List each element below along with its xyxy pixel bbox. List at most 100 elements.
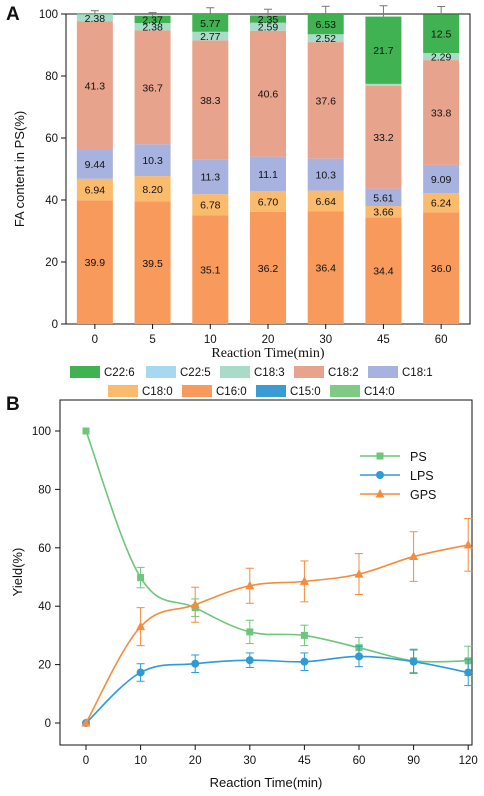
- legend-label: GPS: [410, 488, 436, 502]
- bar-segment: [192, 13, 229, 32]
- data-label: 12.5: [431, 29, 452, 41]
- legend-marker: [375, 489, 385, 498]
- bar-segment: [423, 193, 460, 213]
- data-label: 39.5: [142, 258, 163, 270]
- x-tick-label: 0: [83, 755, 89, 767]
- bar-segment: [76, 149, 113, 179]
- x-tick-label: 10: [204, 334, 217, 346]
- data-label: 2.37: [142, 14, 163, 26]
- data-label: 6.94: [85, 185, 106, 197]
- bar-segment: [365, 85, 402, 189]
- data-point: [409, 551, 419, 561]
- y-tick-label: 80: [38, 484, 51, 496]
- panel-b-legend: PS LPS GPS: [360, 450, 436, 502]
- data-label: 36.2: [258, 263, 279, 275]
- legend-label: C18:1: [402, 367, 433, 379]
- panel-b-y-axis-title: Yield(%): [10, 548, 25, 597]
- bar-segment: [250, 191, 286, 212]
- data-label: 40.6: [258, 89, 279, 101]
- data-label: 38.3: [200, 95, 221, 107]
- legend-swatch: [146, 366, 176, 378]
- legend-label: C14:0: [364, 386, 395, 398]
- bar-segment: [134, 201, 171, 324]
- data-label: 33.2: [373, 132, 394, 144]
- data-point: [463, 539, 473, 549]
- data-label: 2.38: [85, 13, 106, 25]
- bar-segment: [134, 144, 171, 177]
- y-tick-label: 80: [45, 71, 58, 83]
- bar-segment: [250, 22, 286, 31]
- bar-segment: [365, 16, 402, 84]
- y-tick-label: 60: [45, 133, 58, 145]
- legend-swatch: [330, 385, 360, 397]
- bar-segment: [307, 158, 344, 191]
- bar-segment: [365, 217, 402, 324]
- x-tick-label: 120: [459, 755, 478, 767]
- legend-label: C18:2: [328, 367, 359, 379]
- data-label: 6.24: [431, 198, 452, 210]
- data-label: 6.70: [258, 196, 279, 208]
- legend-label: PS: [410, 450, 427, 464]
- data-label: 33.8: [431, 107, 452, 119]
- data-label: 2.59: [258, 22, 279, 34]
- bar-segment: [307, 42, 344, 159]
- bar-segment: [423, 164, 460, 194]
- data-point: [136, 668, 145, 677]
- panel-a-x-axis-title: Reaction Time(min): [211, 346, 325, 361]
- bar-segment: [307, 211, 344, 324]
- data-point: [136, 621, 146, 631]
- legend-swatch: [70, 366, 100, 378]
- y-tick-label: 40: [38, 601, 51, 613]
- data-point: [354, 569, 364, 578]
- y-tick-label: 20: [45, 257, 58, 269]
- data-point: [245, 580, 255, 590]
- data-point: [300, 631, 308, 639]
- bar-segment: [365, 188, 402, 207]
- data-point: [191, 659, 200, 668]
- panel-a-chart: A 39.9 6.94 9.44 41.3 2.38 39.5 8.20 10.3 36.7 2.…: [6, 4, 471, 398]
- bar-segment: [76, 178, 113, 201]
- panel-a-legend: C22:6 C22:5 C18:3 C18:2 C18:1 C18:0 C16:0 C15:0…: [70, 366, 433, 398]
- x-tick-label: 20: [189, 755, 202, 767]
- bar-segment: [423, 14, 460, 53]
- data-label: 2.35: [258, 14, 279, 26]
- panel-a-bars: 39.9 6.94 9.44 41.3 2.38 39.5 8.20 10.3 36.7 2.38…: [76, 5, 460, 324]
- legend-swatch: [294, 366, 324, 378]
- panel-a-y-axis-title: FA content in PS(%): [12, 111, 27, 227]
- data-label: 2.77: [200, 31, 221, 43]
- data-label: 37.6: [315, 95, 336, 107]
- data-label: 39.9: [85, 257, 106, 269]
- bar-segment: [250, 15, 286, 23]
- data-point: [82, 427, 90, 435]
- data-point: [355, 652, 363, 661]
- data-label: 3.66: [373, 207, 394, 219]
- data-label: 6.78: [200, 200, 221, 212]
- data-label: 11.1: [258, 169, 278, 181]
- data-label: 5.77: [200, 18, 221, 30]
- bar-segment: [134, 30, 171, 145]
- x-tick-label: 5: [149, 334, 155, 346]
- data-label: 21.7: [373, 45, 394, 57]
- x-tick-label: 60: [435, 334, 448, 346]
- bar-segment: [192, 40, 229, 160]
- bar-segment: [307, 34, 344, 43]
- data-label: 6.64: [315, 196, 336, 208]
- bar-segment: [307, 14, 344, 35]
- bar-segment: [192, 159, 229, 195]
- legend-swatch: [368, 366, 398, 378]
- legend-swatch: [220, 366, 250, 378]
- bar-segment: [134, 176, 171, 202]
- data-label: 5.61: [373, 192, 394, 204]
- series-line: [85, 655, 469, 724]
- bar-segment: [192, 215, 229, 324]
- bar-segment: [250, 156, 286, 192]
- panel-b-series: [81, 427, 473, 727]
- y-tick-label: 40: [45, 195, 58, 207]
- bar-segment: [365, 206, 402, 218]
- legend-label: LPS: [410, 469, 434, 483]
- data-point: [409, 657, 418, 666]
- legend-label: C18:3: [254, 367, 285, 379]
- data-label: 36.7: [142, 82, 163, 94]
- bar-segment: [423, 52, 460, 61]
